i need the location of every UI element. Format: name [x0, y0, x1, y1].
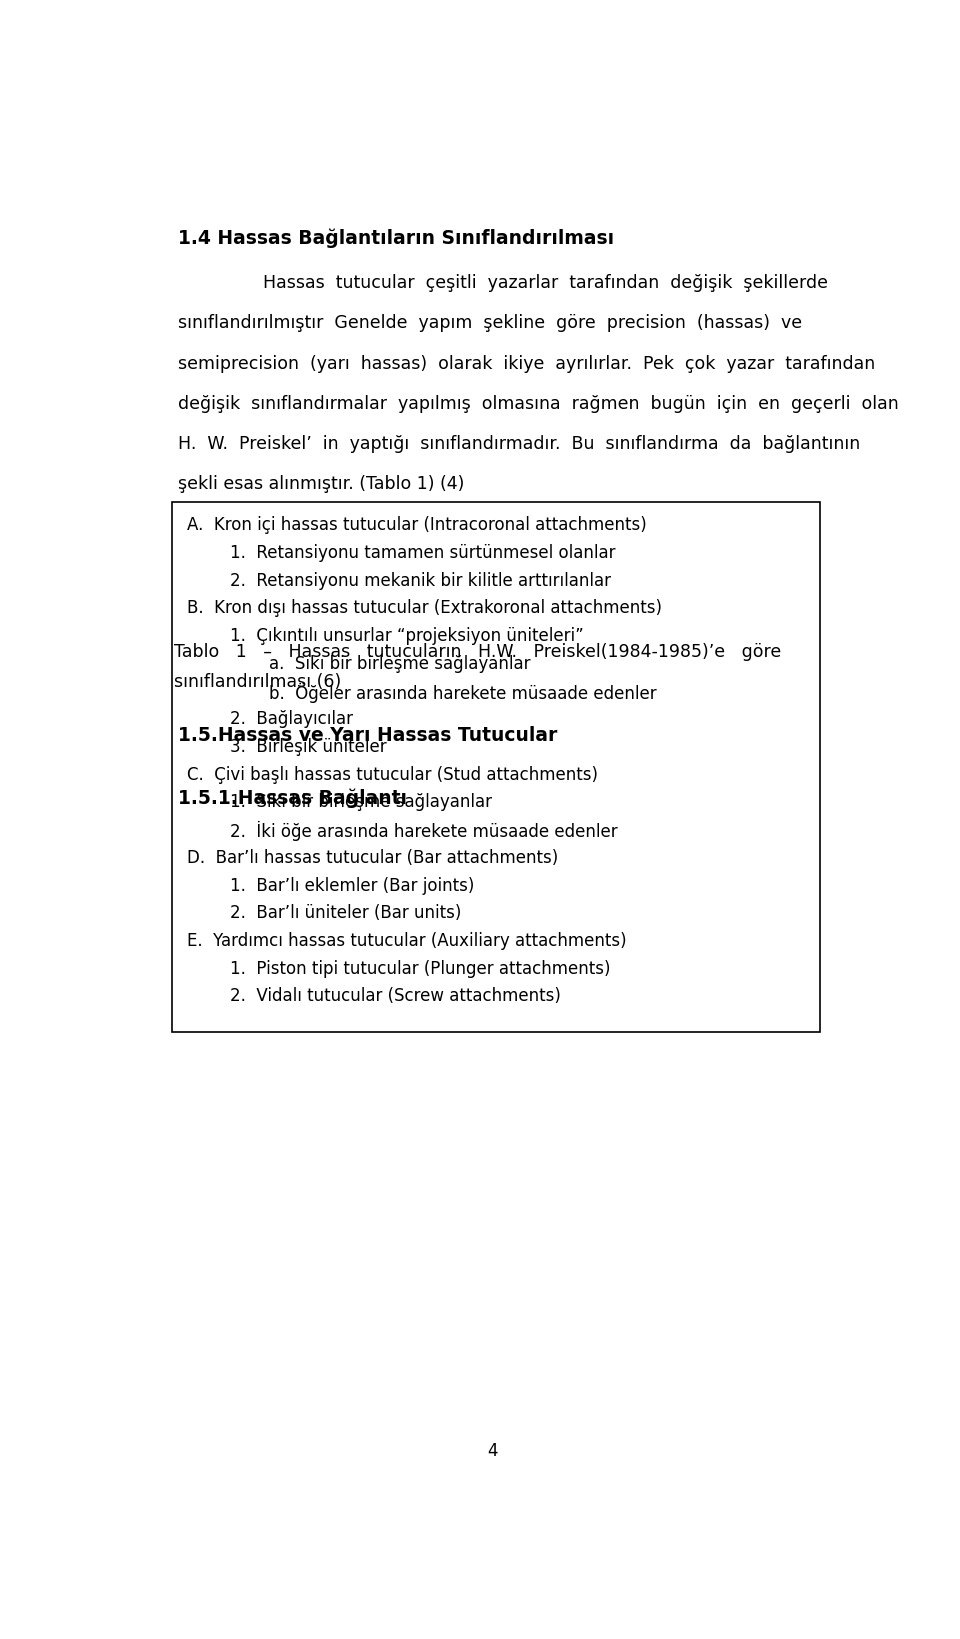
Text: a.  Sıkı bir birleşme sağlayanlar: a. Sıkı bir birleşme sağlayanlar: [269, 656, 530, 674]
Text: 1.  Bar’lı eklemler (Bar joints): 1. Bar’lı eklemler (Bar joints): [230, 877, 474, 895]
Text: 1.5.Hassas ve Yarı Hassas Tutucular: 1.5.Hassas ve Yarı Hassas Tutucular: [179, 726, 558, 744]
Text: Tablo   1   –   Hassas   tutucuların   H.W.   Preiskel(1984-1985)’e   göre: Tablo 1 – Hassas tutucuların H.W. Preisk…: [175, 642, 781, 661]
Text: 2.  İki öğe arasında harekete müsaade edenler: 2. İki öğe arasında harekete müsaade ede…: [230, 821, 617, 841]
Text: H.  W.  Preiskel’  in  yaptığı  sınıflandırmadır.  Bu  sınıflandırma  da  bağlan: H. W. Preiskel’ in yaptığı sınıflandırma…: [179, 434, 860, 452]
Text: B.  Kron dışı hassas tutucular (Extrakoronal attachments): B. Kron dışı hassas tutucular (Extrakoro…: [187, 600, 662, 618]
Text: değişik  sınıflandırmalar  yapılmış  olmasına  rağmen  bugün  için  en  geçerli : değişik sınıflandırmalar yapılmış olması…: [179, 395, 899, 413]
Text: 2.  Bağlayıcılar: 2. Bağlayıcılar: [230, 710, 353, 728]
Text: sınıflandırılması (6): sınıflandırılması (6): [175, 674, 342, 692]
Text: 1.  Çıkıntılı unsurlar “projeksiyon üniteleri”: 1. Çıkıntılı unsurlar “projeksiyon ünite…: [230, 628, 584, 646]
Text: sınıflandırılmıştır  Genelde  yapım  şekline  göre  precision  (hassas)  ve: sınıflandırılmıştır Genelde yapım şeklin…: [179, 315, 803, 333]
Text: b.  Öğeler arasında harekete müsaade edenler: b. Öğeler arasında harekete müsaade eden…: [269, 682, 657, 703]
Text: 1.  Sıkı bir birleşme sağlayanlar: 1. Sıkı bir birleşme sağlayanlar: [230, 793, 492, 811]
Text: 1.5.1.Hassas Bağlantı: 1.5.1.Hassas Bağlantı: [179, 788, 407, 808]
Text: D.  Bar’lı hassas tutucular (Bar attachments): D. Bar’lı hassas tutucular (Bar attachme…: [187, 849, 559, 867]
Text: C.  Çivi başlı hassas tutucular (Stud attachments): C. Çivi başlı hassas tutucular (Stud att…: [187, 765, 598, 783]
Text: A.  Kron içi hassas tutucular (Intracoronal attachments): A. Kron içi hassas tutucular (Intracoron…: [187, 516, 647, 534]
Text: 2.  Bar’lı üniteler (Bar units): 2. Bar’lı üniteler (Bar units): [230, 905, 462, 923]
Text: E.  Yardımcı hassas tutucular (Auxiliary attachments): E. Yardımcı hassas tutucular (Auxiliary …: [187, 933, 627, 951]
Text: 1.4 Hassas Bağlantıların Sınıflandırılması: 1.4 Hassas Bağlantıların Sınıflandırılma…: [179, 228, 614, 247]
Text: 2.  Vidalı tutucular (Screw attachments): 2. Vidalı tutucular (Screw attachments): [230, 987, 561, 1005]
Text: şekli esas alınmıştır. (Tablo 1) (4): şekli esas alınmıştır. (Tablo 1) (4): [179, 475, 465, 493]
Text: Hassas  tutucular  çeşitli  yazarlar  tarafından  değişik  şekillerde: Hassas tutucular çeşitli yazarlar tarafı…: [263, 274, 828, 292]
Text: 2.  Retansiyonu mekanik bir kilitle arttırılanlar: 2. Retansiyonu mekanik bir kilitle arttı…: [230, 572, 612, 590]
Text: 4: 4: [487, 1442, 497, 1460]
Text: 3.  Birleşik üniteler: 3. Birleşik üniteler: [230, 738, 387, 756]
Text: 1.  Piston tipi tutucular (Plunger attachments): 1. Piston tipi tutucular (Plunger attach…: [230, 960, 611, 978]
Text: semiprecision  (yarı  hassas)  olarak  ikiye  ayrılırlar.  Pek  çok  yazar  tara: semiprecision (yarı hassas) olarak ikiye…: [179, 354, 876, 372]
Text: 1.  Retansiyonu tamamen sürtünmesel olanlar: 1. Retansiyonu tamamen sürtünmesel olanl…: [230, 544, 615, 562]
Bar: [172, 503, 820, 1033]
